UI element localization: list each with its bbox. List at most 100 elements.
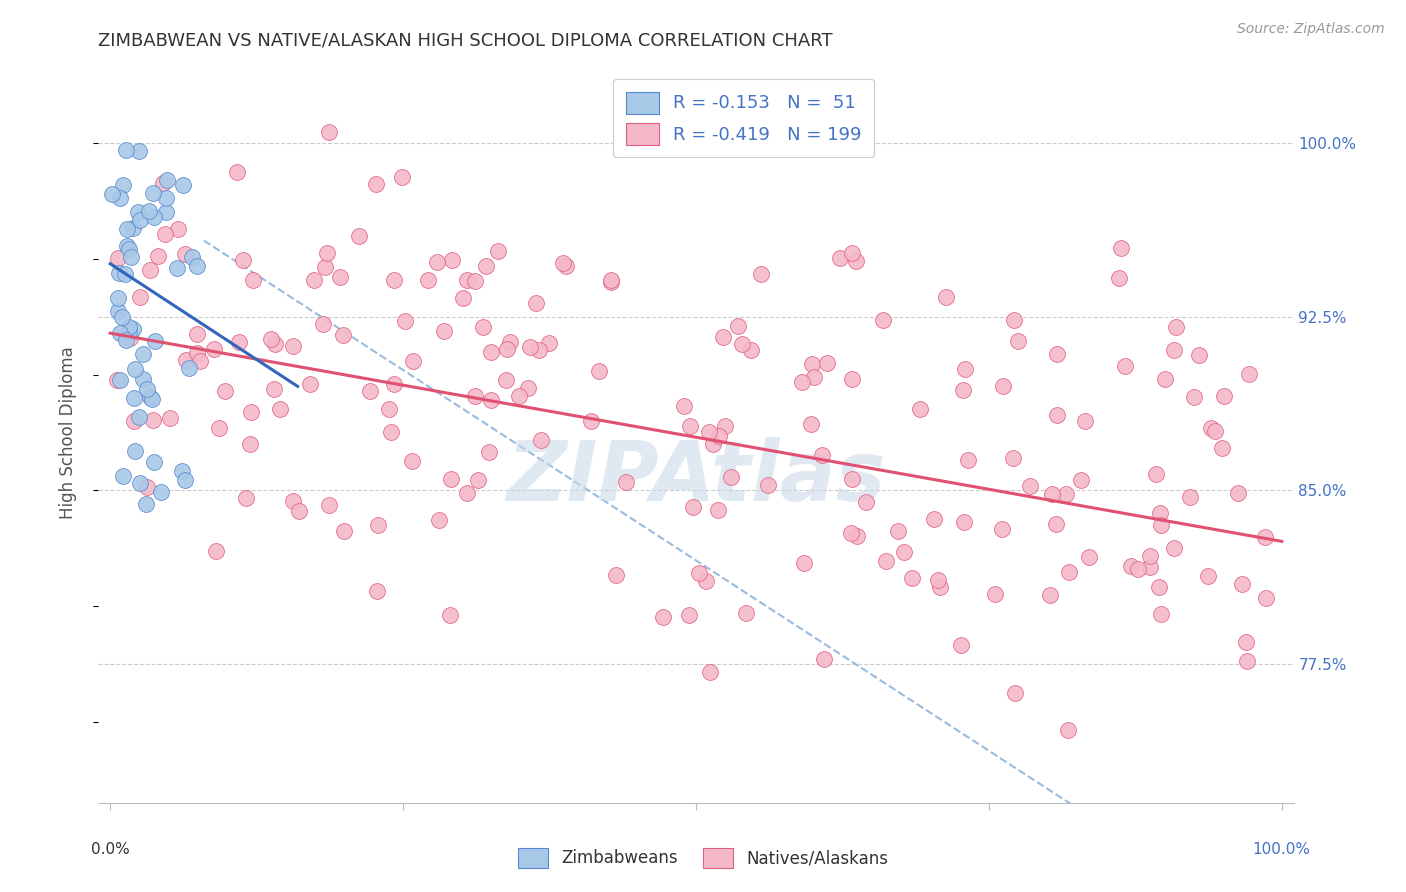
Point [499,334,522,349]
Point [298,376,321,391]
Point [1163,343,1185,357]
Point [707,503,730,517]
Point [1197,569,1219,583]
Point [901,571,924,585]
Point [537,335,560,350]
Point [347,229,370,244]
Point [554,260,576,274]
Point [927,573,949,587]
Point [956,453,979,467]
Point [115,333,138,347]
Point [312,317,335,331]
Point [1045,516,1067,531]
Point [633,125,655,139]
Point [1108,271,1130,285]
Point [815,356,838,370]
Point [155,205,177,219]
Point [1182,391,1205,405]
Point [672,399,695,413]
Point [1019,479,1042,493]
Point [129,476,152,491]
Point [478,445,501,459]
Point [118,330,141,344]
Point [1139,549,1161,563]
Point [108,326,131,341]
Point [1007,334,1029,348]
Point [697,425,720,439]
Point [922,512,945,526]
Point [845,253,868,268]
Point [709,428,731,442]
Point [111,310,134,325]
Point [108,373,131,387]
Point [803,369,825,384]
Point [1256,591,1278,605]
Point [679,419,702,434]
Point [1056,723,1078,737]
Point [463,389,485,403]
Point [364,177,387,191]
Point [377,402,399,417]
Point [1002,451,1025,466]
Point [172,178,194,192]
Point [131,372,153,386]
Point [1057,565,1080,579]
Point [166,260,188,275]
Point [529,343,551,357]
Point [953,361,976,376]
Point [186,327,208,342]
Point [139,263,162,277]
Point [433,324,456,338]
Point [402,354,425,368]
Point [128,409,150,424]
Point [380,425,402,439]
Point [475,259,498,273]
Point [263,382,285,396]
Point [1149,506,1171,520]
Point [239,405,262,419]
Point [800,417,823,431]
Point [121,322,143,336]
Point [269,401,291,416]
Point [984,587,1007,601]
Point [1147,580,1170,594]
Point [1040,487,1063,501]
Point [180,250,202,264]
Legend: R = -0.153   N =  51, R = -0.419   N = 199: R = -0.153 N = 51, R = -0.419 N = 199 [613,78,875,157]
Point [170,464,193,478]
Point [359,384,381,399]
Point [813,651,835,665]
Point [1111,241,1133,255]
Point [614,475,637,489]
Point [167,221,190,235]
Point [135,382,157,396]
Point [600,275,623,289]
Point [129,289,152,303]
Point [588,364,610,378]
Point [714,419,737,434]
Point [991,379,1014,393]
Point [124,362,146,376]
Point [142,186,165,201]
Point [367,517,389,532]
Point [846,529,869,543]
Point [731,337,754,351]
Point [315,246,337,260]
Point [464,274,486,288]
Point [202,342,225,356]
Point [1139,560,1161,574]
Point [1004,685,1026,699]
Point [949,638,972,652]
Point [214,384,236,399]
Text: 100.0%: 100.0% [1253,842,1310,856]
Point [288,504,311,518]
Point [1230,577,1253,591]
Point [139,390,162,404]
Point [893,545,915,559]
Point [426,255,449,269]
Point [792,375,814,389]
Point [1144,467,1167,481]
Point [128,145,150,159]
Point [1121,559,1143,574]
Point [108,266,131,280]
